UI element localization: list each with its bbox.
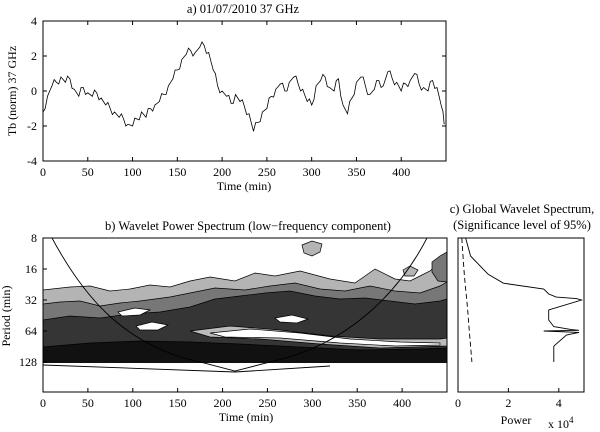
- cone-of-influence-base-right: [234, 365, 331, 373]
- significance-level-line: [461, 237, 473, 363]
- panel-a-xtick-label: 150: [168, 165, 186, 179]
- panel-a-xtick-label: 300: [303, 165, 321, 179]
- panel-c-subtitle: (Significance level of 95%): [453, 218, 591, 232]
- wavelet-island-3: [274, 314, 310, 324]
- panel-a-ytick-label: 0: [31, 84, 37, 98]
- panel-b-xtick-label: 300: [303, 396, 321, 410]
- wavelet-level-2-corner: [431, 251, 447, 283]
- panel-b-xtick-label: 150: [169, 396, 187, 410]
- panel-a-title: a) 01/07/2010 37 GHz: [187, 2, 300, 16]
- panel-c-title: c) Global Wavelet Spectrum,: [450, 202, 595, 216]
- panel-c-xscale-label: x 104: [548, 415, 574, 431]
- panel-a-xtick-label: 400: [392, 165, 410, 179]
- panel-a-xtick-label: 50: [82, 165, 94, 179]
- panel-b-title: b) Wavelet Power Spectrum (low−frequency…: [105, 219, 391, 233]
- panel-b-xtick-label: 350: [348, 396, 366, 410]
- wavelet-island-5: [209, 328, 441, 347]
- panel-b-xtick-label: 0: [40, 396, 46, 410]
- panel-c-xscale-base: x 10: [548, 417, 569, 431]
- panel-b-ytick-label: 64: [25, 324, 37, 338]
- panel-b-xtick-label: 400: [393, 396, 411, 410]
- global-wavelet-spectrum-line: [465, 237, 584, 362]
- wavelet-island-2: [135, 321, 170, 331]
- panel-c-xscale-exponent: 4: [569, 415, 574, 425]
- panel-b-axes-frame: [42, 237, 448, 393]
- panel-b-xtick-label: 200: [214, 396, 232, 410]
- panel-a-xlabel: Time (min): [217, 179, 272, 193]
- panel-b-xlabel: Time (min): [219, 410, 274, 424]
- panel-a-xtick-label: 200: [213, 165, 231, 179]
- panel-c-axes-frame: [457, 237, 585, 393]
- panel-b-ytick-label: 128: [19, 355, 37, 369]
- panel-a-ytick-label: -4: [27, 154, 37, 168]
- panel-a-xtick-label: 350: [347, 165, 365, 179]
- panel-a-ylabel: Tb (norm) 37 GHz: [5, 46, 19, 136]
- wavelet-level-1-island: [301, 240, 323, 257]
- panel-b-xtick-label: 100: [124, 396, 142, 410]
- panel-b-xtick-label: 50: [82, 396, 94, 410]
- panel-b-ytick-label: 16: [25, 262, 37, 276]
- panel-a-ytick-label: 4: [31, 14, 37, 28]
- panel-a: a) 01/07/2010 37 GHz 0 50 100 150 200 250 300 3…: [5, 2, 447, 193]
- panel-a-xtick-label: 250: [258, 165, 276, 179]
- panel-a-axes-frame: [42, 20, 447, 162]
- panel-a-series-line: [42, 41, 445, 132]
- panel-c: c) Global Wavelet Spectrum, (Significanc…: [450, 202, 595, 431]
- wavelet-level-1-island-right: [402, 265, 419, 277]
- wavelet-power-contours: [43, 238, 447, 392]
- panel-b-ylabel: Period (min): [0, 286, 13, 347]
- panel-b: b) Wavelet Power Spectrum (low−frequency…: [0, 219, 448, 424]
- panel-a-xtick-label: 0: [40, 165, 46, 179]
- wavelet-island-1: [117, 307, 152, 317]
- cone-of-influence: [51, 238, 428, 372]
- panel-b-ytick-label: 32: [25, 293, 37, 307]
- panel-b-xtick-label: 250: [258, 396, 276, 410]
- panel-c-xtick-label: 0: [455, 396, 461, 410]
- panel-b-ytick-label: 8: [31, 231, 37, 245]
- panel-a-ytick-label: 2: [31, 49, 37, 63]
- panel-a-xtick-label: 100: [124, 165, 142, 179]
- panel-c-xtick-label: 4: [556, 396, 562, 410]
- panel-c-xtick-label: 2: [505, 396, 511, 410]
- cone-of-influence-base-left: [43, 364, 236, 373]
- panel-c-xlabel: Power: [501, 413, 532, 427]
- panel-a-ytick-label: -2: [27, 119, 37, 133]
